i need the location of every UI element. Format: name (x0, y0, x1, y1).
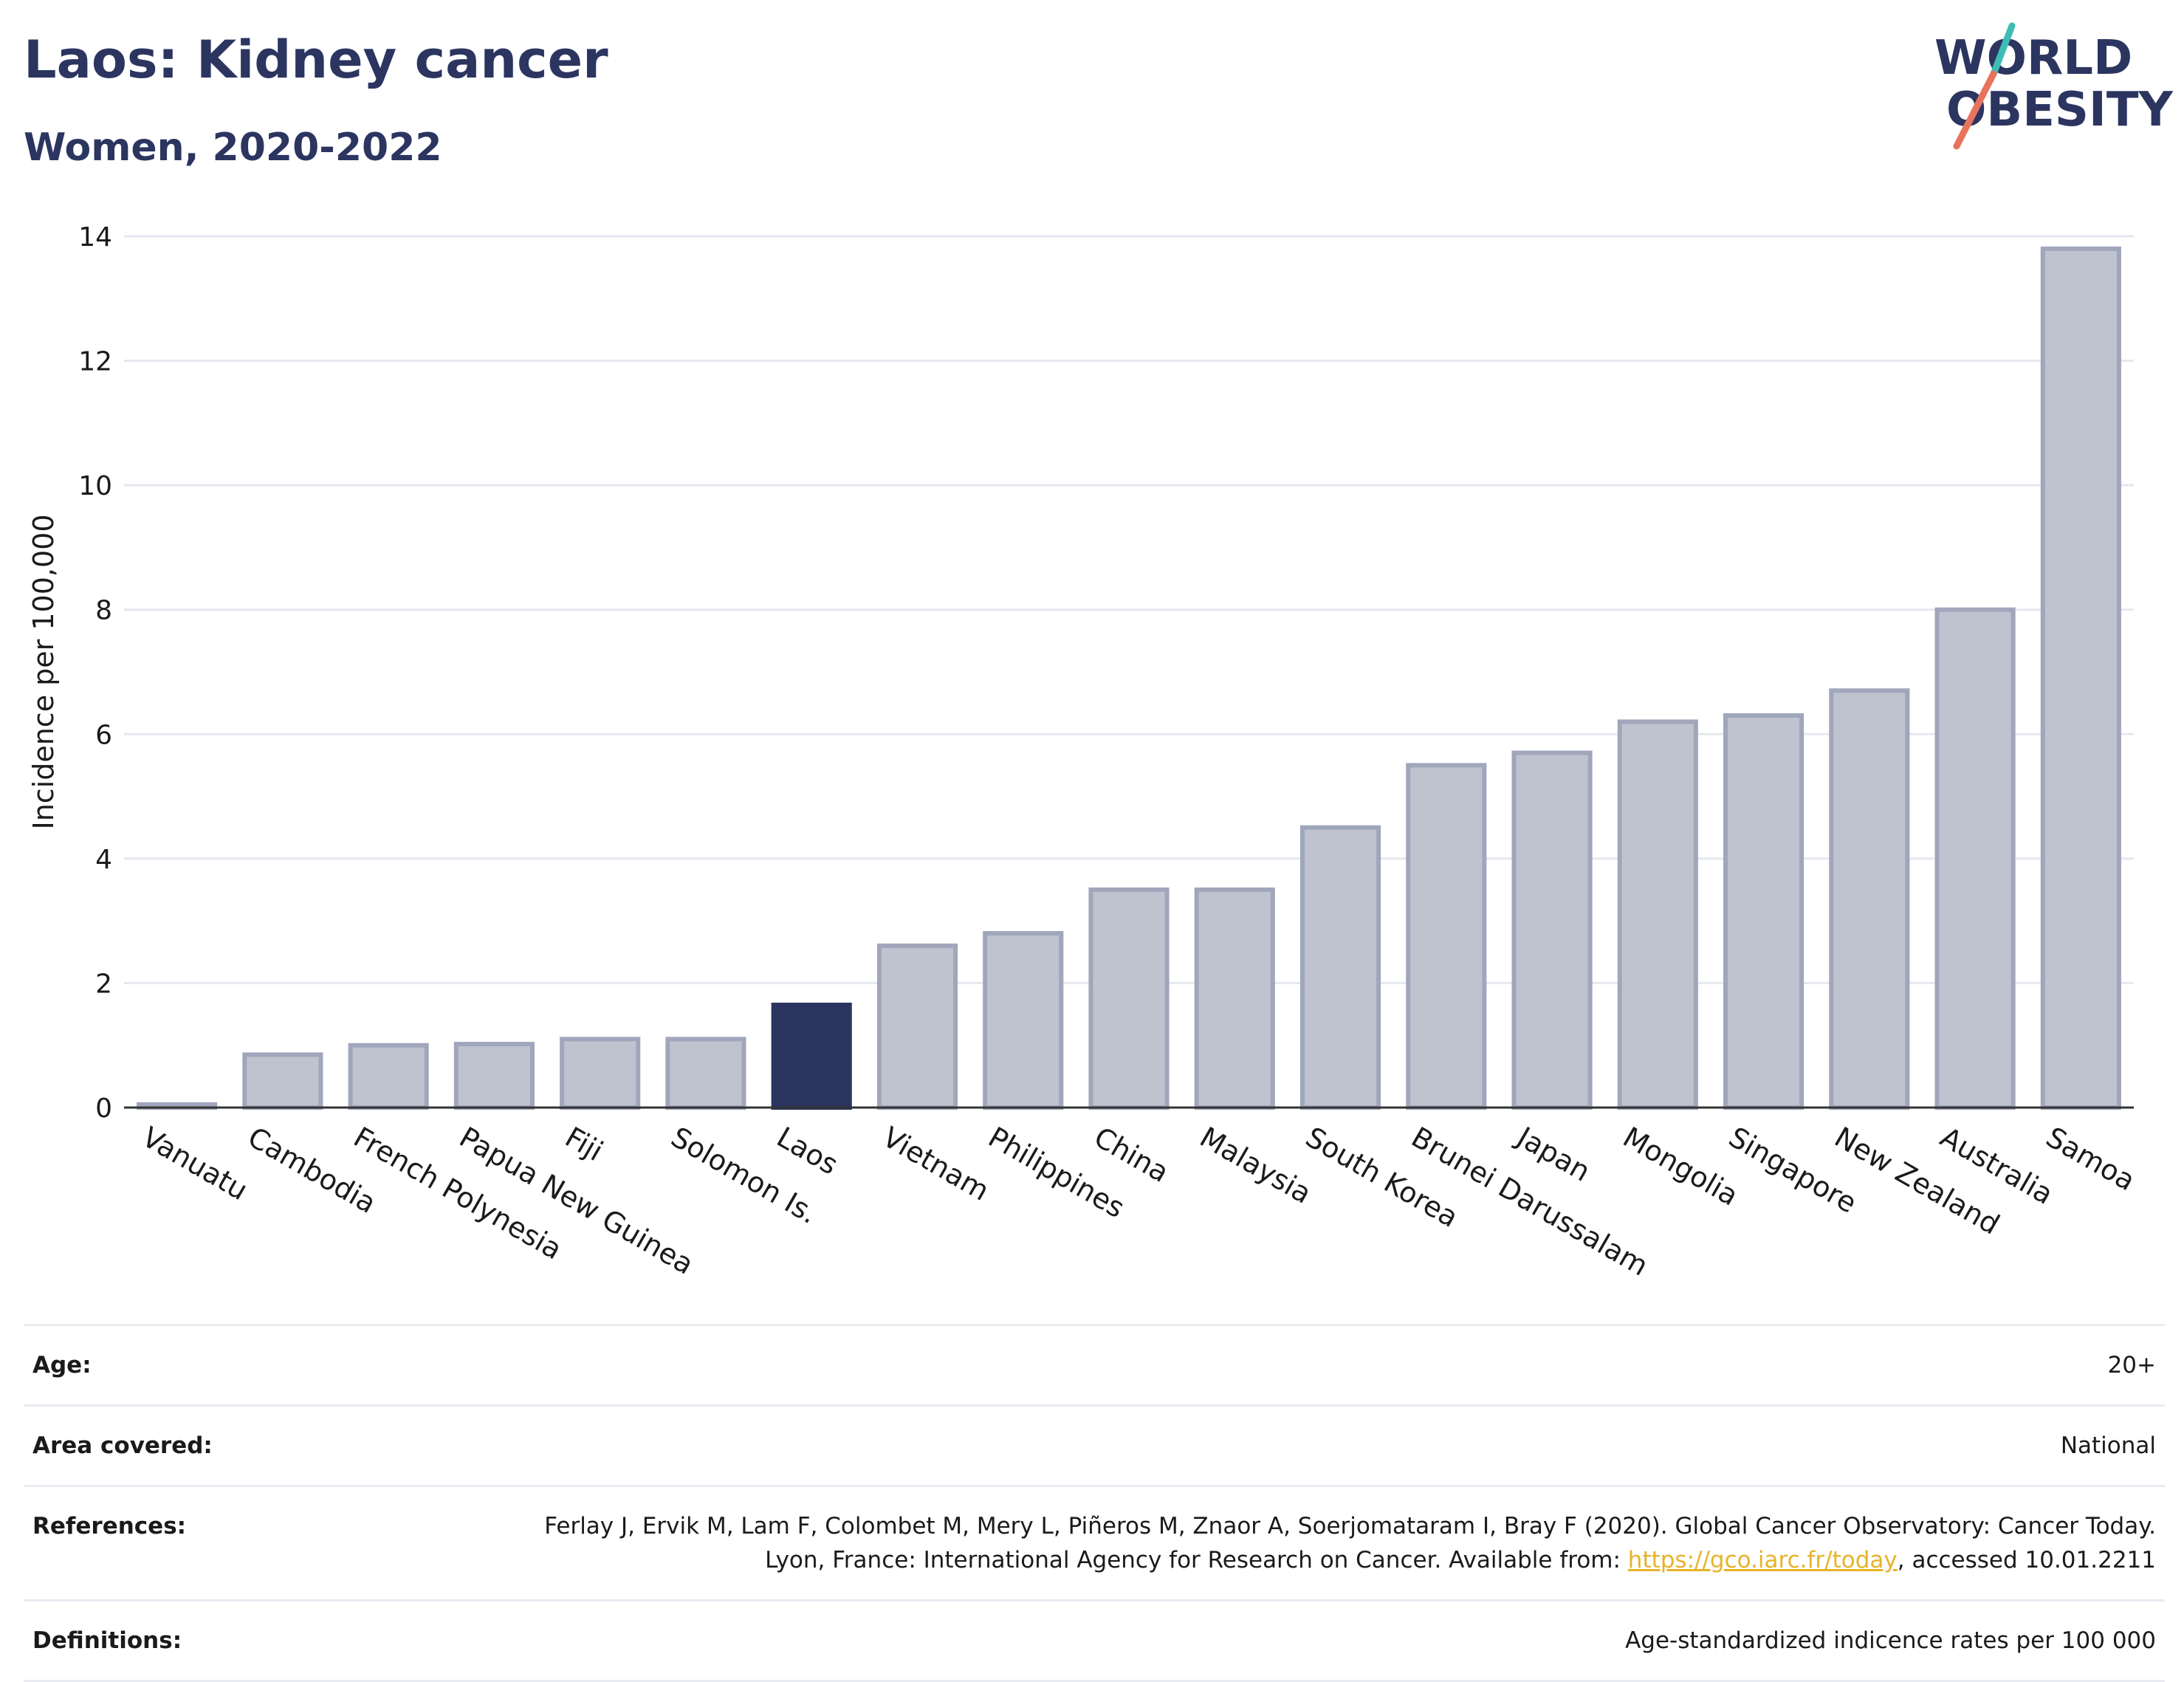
bar (453, 1042, 535, 1110)
y-tick-label: 12 (78, 347, 112, 377)
bar (1617, 719, 1698, 1110)
bar (560, 1037, 641, 1111)
x-tick-label: Japan (1511, 1120, 1596, 1188)
bars (137, 246, 2121, 1111)
bar (1511, 750, 1593, 1110)
page-title: Laos: Kidney cancer (24, 30, 608, 90)
references-value: Ferlay J, Ervik M, Lam F, Colombet M, Me… (509, 1487, 2156, 1599)
y-tick-label: 8 (95, 596, 112, 626)
bar (348, 1043, 429, 1110)
meta-row-area: Area covered: National (24, 1404, 2165, 1485)
bar (2040, 246, 2121, 1110)
area-value: National (2060, 1432, 2156, 1459)
x-tick-label: Malaysia (1195, 1121, 1317, 1210)
references-label: References: (32, 1513, 187, 1539)
meta-row-definitions: Definitions: Age-standardized indicence … (24, 1599, 2165, 1682)
y-tick-label: 14 (78, 222, 112, 253)
bar (1299, 825, 1381, 1110)
x-tick-label: Laos (772, 1121, 844, 1181)
bar (1934, 607, 2016, 1110)
page-subtitle: Women, 2020-2022 (24, 126, 442, 170)
x-tick-label: Vietnam (877, 1121, 995, 1207)
world-obesity-logo: WORLD OBESITY (1920, 15, 2184, 162)
bar (1088, 888, 1170, 1110)
y-tick-label: 6 (95, 720, 112, 750)
bar-highlight (771, 1002, 852, 1111)
metadata-table: Age: 20+ Area covered: National Referenc… (24, 1324, 2165, 1682)
y-axis-label: Incidence per 100,000 (27, 514, 60, 829)
definitions-label: Definitions: (32, 1627, 182, 1654)
y-tick-label: 4 (95, 845, 112, 875)
bar (1406, 763, 1487, 1111)
bar (876, 943, 958, 1110)
references-accessed: , accessed 10.01.2211 (1897, 1547, 2156, 1573)
x-tick-label: China (1089, 1121, 1175, 1189)
logo-line1: WORLD (1934, 31, 2132, 86)
bar (983, 931, 1064, 1110)
y-tick-label: 2 (95, 969, 112, 999)
age-value: 20+ (2107, 1352, 2156, 1379)
grid-lines (124, 235, 2134, 984)
meta-row-references: References: Ferlay J, Ervik M, Lam F, Co… (24, 1485, 2165, 1599)
y-tick-label: 10 (78, 471, 112, 501)
x-tick-label: Mongolia (1618, 1121, 1744, 1212)
area-label: Area covered: (32, 1432, 213, 1459)
y-tick-label: 0 (95, 1094, 112, 1124)
bar (242, 1052, 323, 1111)
logo-coral-slash (1953, 70, 1997, 150)
bar (665, 1037, 746, 1111)
references-text: Ferlay J, Ervik M, Lam F, Colombet M, Me… (544, 1513, 2156, 1573)
logo-teal-slash (1990, 22, 2016, 78)
references-link[interactable]: https://gco.iarc.fr/today (1627, 1547, 1898, 1573)
y-tick-labels: 0 2 4 6 8 10 12 14 (78, 222, 112, 1124)
bar (1829, 688, 1910, 1110)
bar (1194, 888, 1275, 1110)
x-tick-label: Fiji (560, 1121, 608, 1167)
bar (1723, 713, 1804, 1110)
age-label: Age: (32, 1352, 92, 1379)
logo-line2: OBESITY (1946, 83, 2173, 137)
meta-row-age: Age: 20+ (24, 1324, 2165, 1404)
x-tick-label: Vanuatu (137, 1121, 253, 1206)
definitions-value: Age-standardized indicence rates per 100… (1625, 1627, 2156, 1654)
